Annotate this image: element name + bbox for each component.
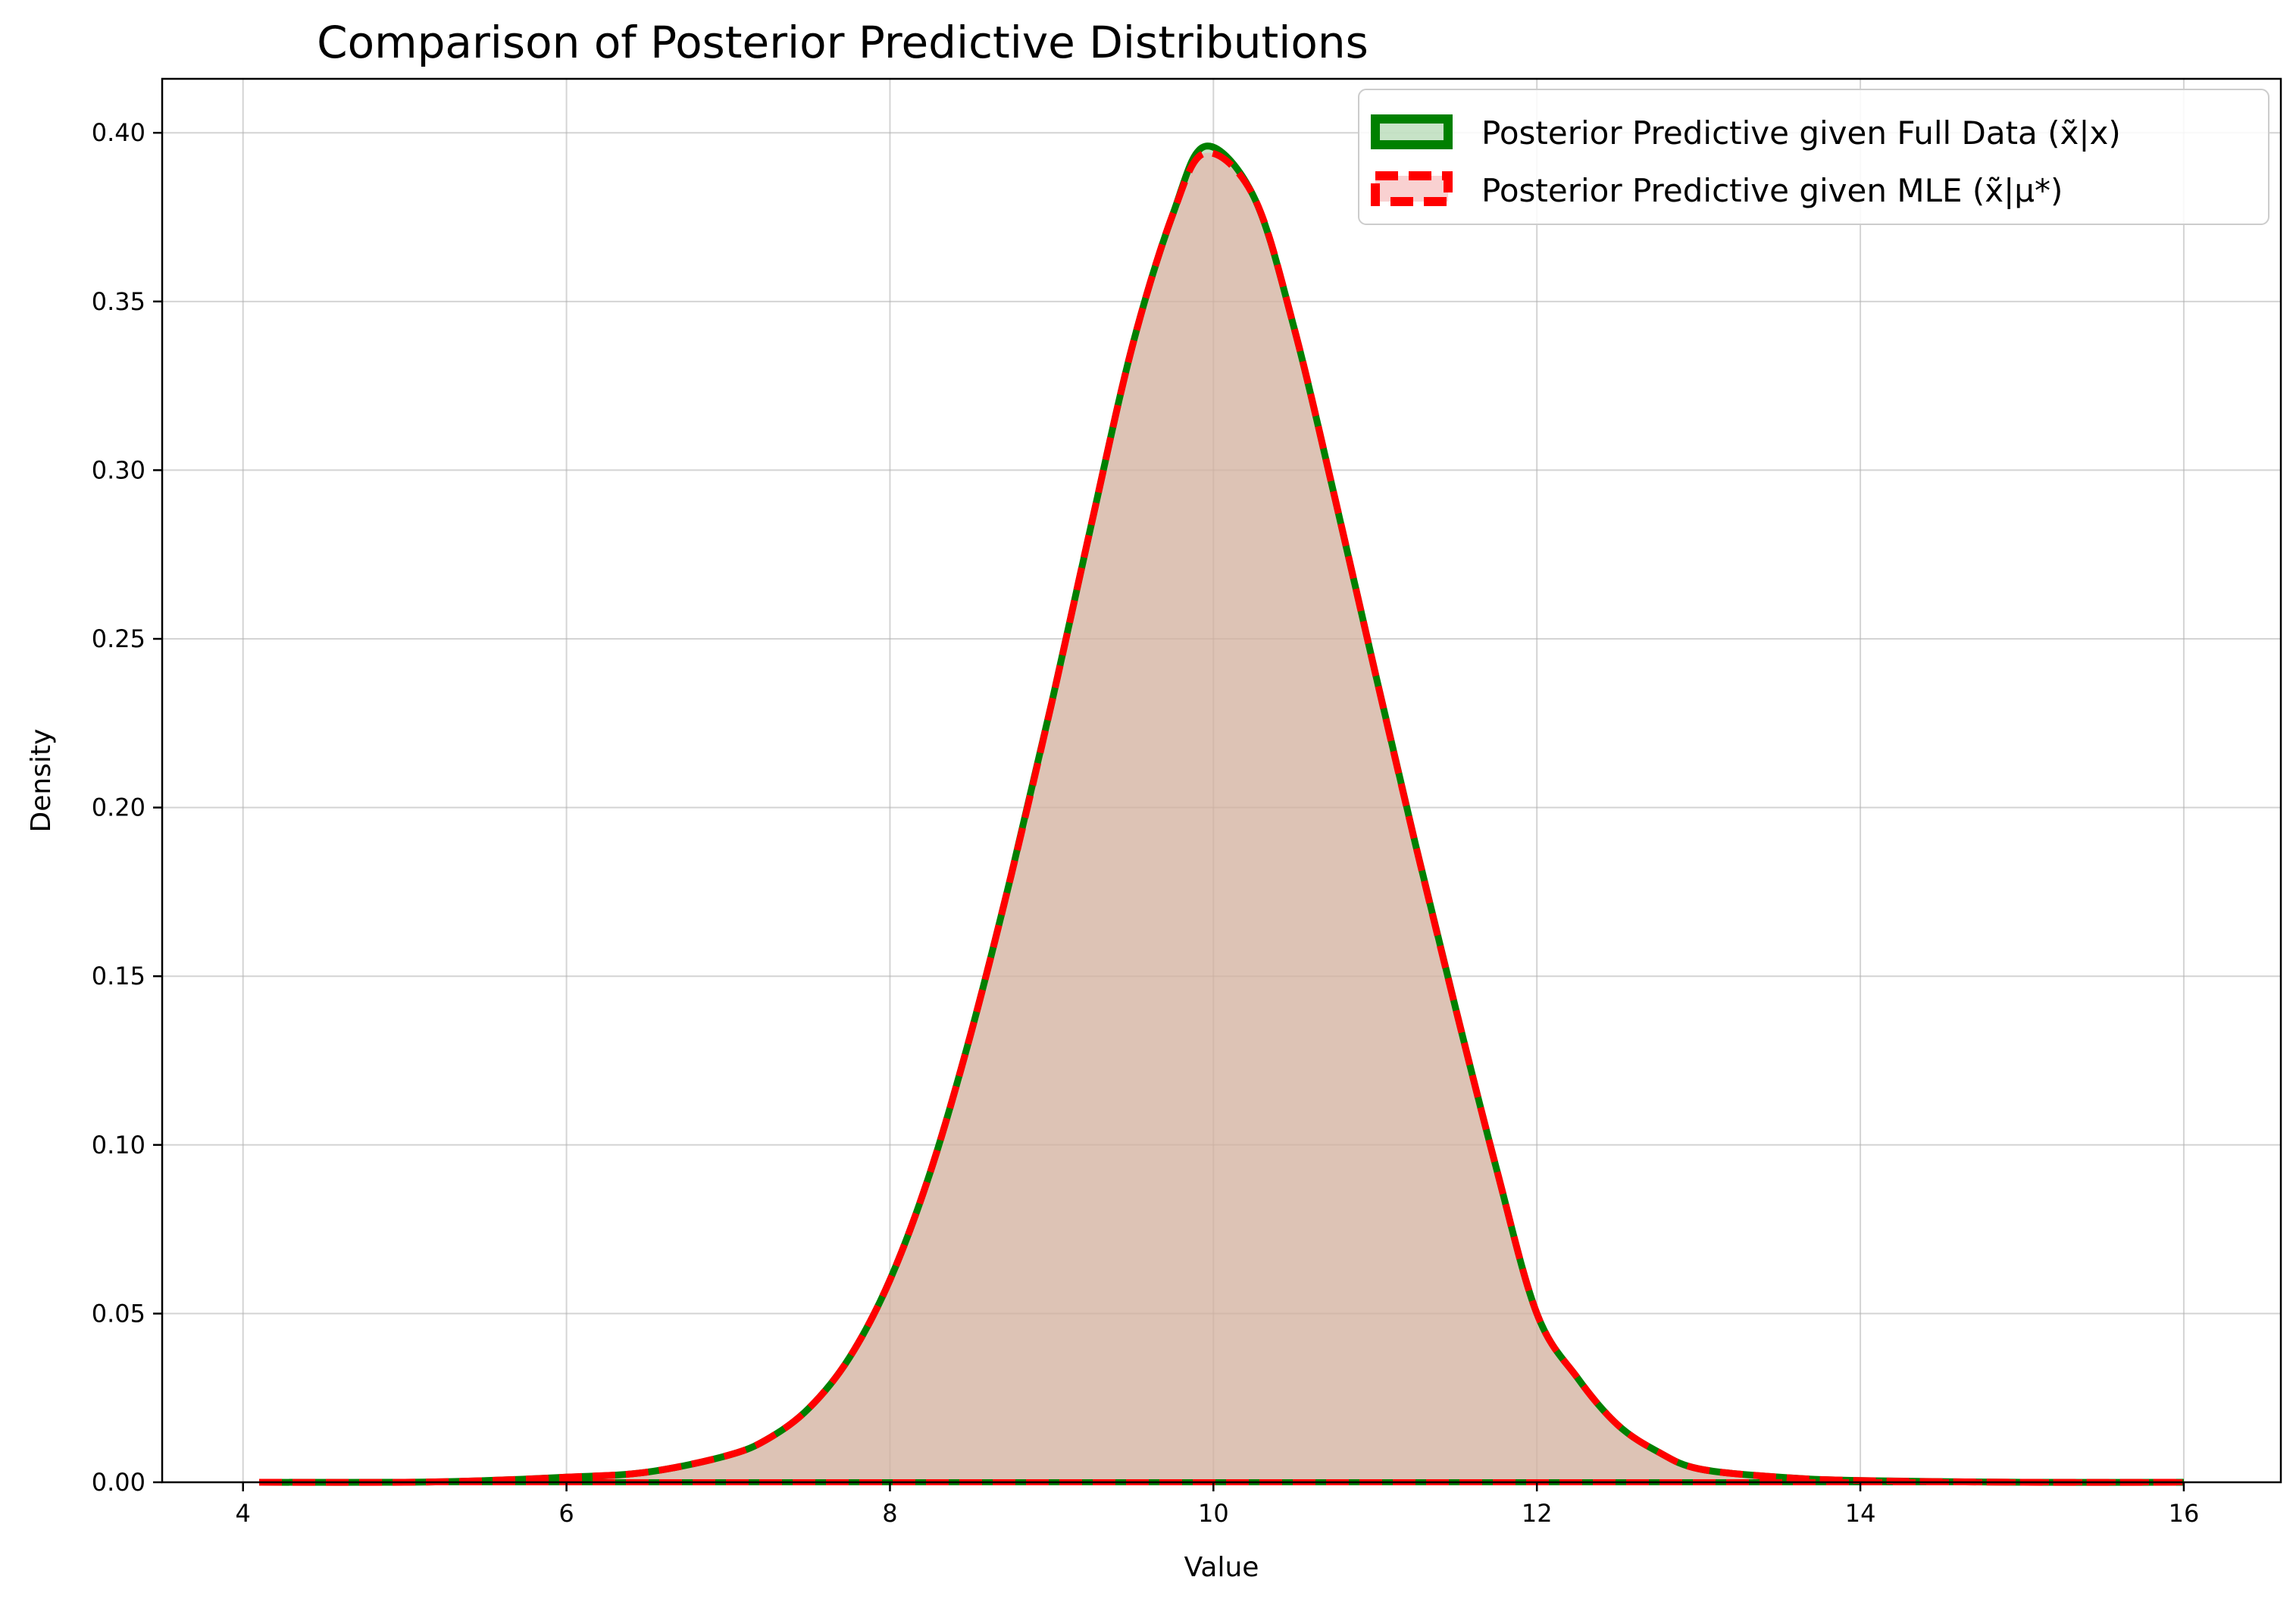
chart-title: Comparison of Posterior Predictive Distr… xyxy=(317,17,1369,68)
y-tick-label: 0.35 xyxy=(92,287,145,316)
x-axis-label: Value xyxy=(1184,1552,1259,1583)
y-tick-label: 0.15 xyxy=(92,962,145,990)
x-tick-label: 14 xyxy=(1845,1499,1876,1528)
y-tick-label: 0.20 xyxy=(92,793,145,822)
legend-label-full-data: Posterior Predictive given Full Data (x̃… xyxy=(1481,114,2121,152)
tick-layer: 4 6 8 10 12 14 16 0.00 0.05 0.10 0.15 0.20 0.25 0.30 0… xyxy=(92,118,2200,1528)
y-tick-label: 0.25 xyxy=(92,624,145,653)
area-fill-mle xyxy=(259,152,2184,1483)
y-tick-label: 0.40 xyxy=(92,118,145,147)
legend-swatch-mle xyxy=(1371,171,1453,206)
legend-swatch-full-data xyxy=(1371,114,1453,149)
x-tick-label: 12 xyxy=(1522,1499,1553,1528)
plot-frame xyxy=(161,77,2282,1484)
x-tick-label: 8 xyxy=(882,1499,897,1528)
y-tick-label: 0.10 xyxy=(92,1131,145,1159)
fill-layer xyxy=(259,145,2184,1483)
x-tick-label: 10 xyxy=(1198,1499,1229,1528)
y-tick-label: 0.30 xyxy=(92,455,145,484)
x-tick-label: 6 xyxy=(558,1499,574,1528)
legend-label-mle: Posterior Predictive given MLE (x̃|μ*) xyxy=(1481,172,2063,209)
series-line-mle xyxy=(259,149,2184,1486)
y-tick-label: 0.05 xyxy=(92,1299,145,1328)
y-axis-label: Density xyxy=(26,729,57,833)
y-tick-label: 0.00 xyxy=(92,1468,145,1497)
x-tick-label: 4 xyxy=(236,1499,251,1528)
x-tick-label: 16 xyxy=(2169,1499,2200,1528)
legend: Posterior Predictive given Full Data (x̃… xyxy=(1358,89,2269,225)
legend-box xyxy=(1358,89,2269,225)
